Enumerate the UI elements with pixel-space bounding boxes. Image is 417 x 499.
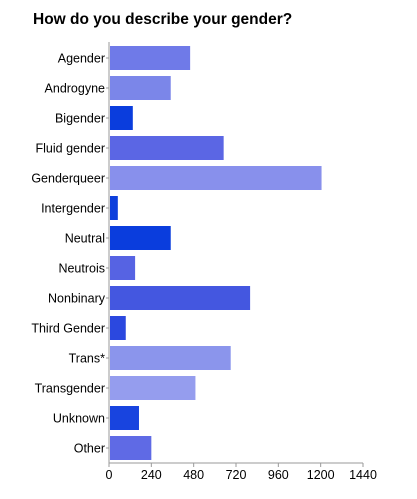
category-label-transgender: Transgender xyxy=(35,382,105,396)
x-tick-label: 480 xyxy=(183,468,204,482)
bar-androgyne xyxy=(110,76,171,100)
bars-group xyxy=(110,46,322,460)
category-label-fluid-gender: Fluid gender xyxy=(36,142,106,156)
x-tick-label: 1200 xyxy=(307,468,335,482)
chart-title: How do you describe your gender? xyxy=(33,11,292,28)
category-label-agender: Agender xyxy=(58,52,105,66)
bar-genderqueer xyxy=(110,166,322,190)
category-label-trans: Trans* xyxy=(69,352,105,366)
category-labels-group: Agender Androgyne Bigender Fluid gender Gend… xyxy=(31,52,109,456)
bar-trans xyxy=(110,346,231,370)
bar-unknown xyxy=(110,406,139,430)
bar-fluid-gender xyxy=(110,136,224,160)
x-ticks-group: 0 240 480 720 960 1200 1440 xyxy=(106,463,377,482)
category-label-genderqueer: Genderqueer xyxy=(31,172,105,186)
x-tick-label: 1440 xyxy=(349,468,377,482)
category-label-androgyne: Androgyne xyxy=(45,82,106,96)
category-label-other: Other xyxy=(74,442,105,456)
bar-transgender xyxy=(110,376,196,400)
x-tick-label: 960 xyxy=(268,468,289,482)
category-label-neutrois: Neutrois xyxy=(58,262,105,276)
bar-neutral xyxy=(110,226,171,250)
bar-agender xyxy=(110,46,191,70)
bar-neutrois xyxy=(110,256,136,280)
x-tick-label: 720 xyxy=(226,468,247,482)
bar-intergender xyxy=(110,196,118,220)
x-tick-label: 240 xyxy=(141,468,162,482)
bar-nonbinary xyxy=(110,286,251,310)
category-label-bigender: Bigender xyxy=(55,112,105,126)
category-label-neutral: Neutral xyxy=(65,232,105,246)
bar-other xyxy=(110,436,152,460)
category-label-third-gender: Third Gender xyxy=(31,322,105,336)
bar-third-gender xyxy=(110,316,126,340)
x-tick-label: 0 xyxy=(106,468,113,482)
category-label-intergender: Intergender xyxy=(41,202,105,216)
bar-bigender xyxy=(110,106,133,130)
category-label-unknown: Unknown xyxy=(53,412,105,426)
category-label-nonbinary: Nonbinary xyxy=(48,292,106,306)
